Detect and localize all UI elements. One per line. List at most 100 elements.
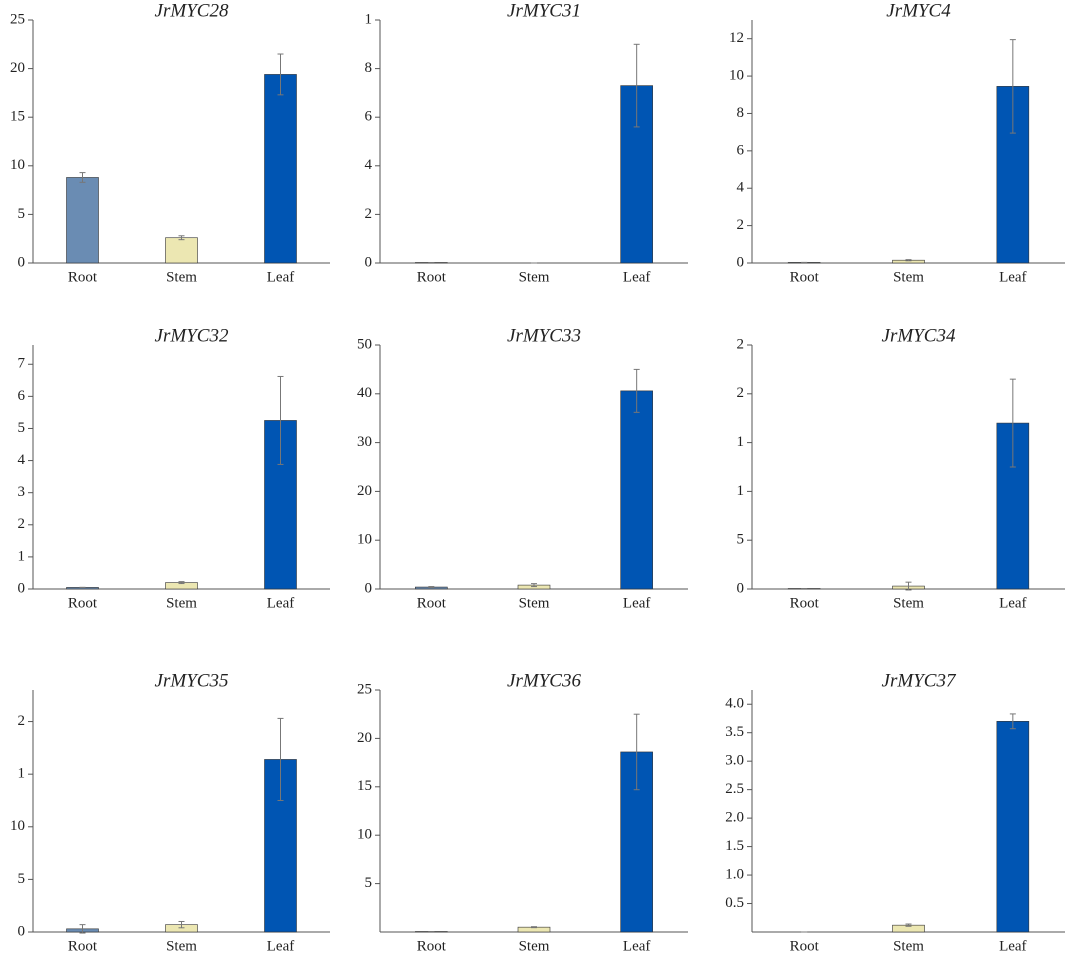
x-tick-label: Stem <box>519 938 550 953</box>
x-tick-label: Root <box>790 269 820 285</box>
x-tick-label: Root <box>68 595 98 611</box>
x-tick-label: Root <box>417 269 447 285</box>
y-tick-label: 3.5 <box>725 724 744 740</box>
x-tick-label: Leaf <box>267 938 294 953</box>
chart-title: JrMYC34 <box>882 325 956 346</box>
y-tick-label: 5 <box>18 206 26 222</box>
y-tick-label: 0 <box>365 254 373 270</box>
x-tick-label: Stem <box>893 269 924 285</box>
y-tick-label: 4 <box>737 180 745 196</box>
y-tick-label: 5 <box>18 420 26 436</box>
x-tick-label: Leaf <box>999 595 1026 611</box>
y-tick-label: 25 <box>10 11 25 27</box>
y-tick-label: 2 <box>18 516 26 532</box>
x-tick-label: Leaf <box>999 938 1026 953</box>
y-tick-label: 10 <box>729 68 744 84</box>
chart-title: JrMYC36 <box>507 670 581 691</box>
y-tick-label: 2.5 <box>725 781 744 797</box>
y-tick-label: 6 <box>18 388 26 404</box>
chart-title: JrMYC37 <box>882 670 957 691</box>
x-tick-label: Root <box>417 595 447 611</box>
bar <box>66 177 99 264</box>
y-tick-label: 20 <box>10 60 25 76</box>
y-tick-label: 50 <box>357 336 372 352</box>
y-tick-label: 1 <box>18 766 26 782</box>
x-tick-label: Root <box>417 938 447 953</box>
y-tick-label: 3 <box>18 484 26 500</box>
x-tick-label: Root <box>68 938 98 953</box>
y-tick-label: 8 <box>365 60 373 76</box>
y-tick-label: 6 <box>737 142 745 158</box>
x-tick-label: Leaf <box>267 269 294 285</box>
y-tick-label: 20 <box>357 483 372 499</box>
x-tick-label: Stem <box>519 595 550 611</box>
x-tick-label: Root <box>790 595 820 611</box>
y-tick-label: 2 <box>737 336 745 352</box>
y-tick-label: 10 <box>357 532 372 548</box>
y-tick-label: 10 <box>10 818 25 834</box>
y-tick-label: 1.5 <box>725 838 744 854</box>
y-tick-label: 1.0 <box>725 866 744 882</box>
x-tick-label: Leaf <box>623 269 650 285</box>
y-tick-label: 15 <box>357 778 372 794</box>
chart-title: JrMYC28 <box>155 0 229 21</box>
y-tick-label: 0 <box>737 580 745 596</box>
bar <box>264 74 297 264</box>
bar <box>620 390 653 590</box>
chart-title: JrMYC33 <box>507 325 581 346</box>
y-tick-label: 5 <box>365 875 373 891</box>
x-tick-label: Root <box>68 269 98 285</box>
y-tick-label: 7 <box>18 356 26 372</box>
chart-title: JrMYC35 <box>155 670 229 691</box>
y-tick-label: 0 <box>18 923 26 939</box>
y-tick-label: 1 <box>737 483 745 499</box>
y-tick-label: 1 <box>737 434 745 450</box>
bar <box>996 721 1030 933</box>
y-tick-label: 4 <box>18 452 26 468</box>
y-tick-label: 10 <box>10 157 25 173</box>
y-tick-label: 2 <box>737 217 745 233</box>
x-tick-label: Leaf <box>999 269 1026 285</box>
y-tick-label: 25 <box>357 681 372 697</box>
x-tick-label: Leaf <box>623 938 650 953</box>
y-tick-label: 20 <box>357 730 372 746</box>
x-tick-label: Root <box>790 938 820 953</box>
y-tick-label: 30 <box>357 434 372 450</box>
y-tick-label: 15 <box>10 109 25 125</box>
y-tick-label: 2 <box>18 713 26 729</box>
bar <box>165 237 198 264</box>
y-tick-label: 10 <box>357 827 372 843</box>
y-tick-label: 12 <box>729 30 744 46</box>
y-tick-label: 2.0 <box>725 810 744 826</box>
x-tick-label: Stem <box>893 595 924 611</box>
x-tick-label: Stem <box>166 595 197 611</box>
x-tick-label: Leaf <box>623 595 650 611</box>
y-tick-label: 5 <box>737 532 745 548</box>
y-tick-label: 0.5 <box>725 895 744 911</box>
y-tick-label: 0 <box>18 580 26 596</box>
y-tick-label: 6 <box>365 109 373 125</box>
y-tick-label: 5 <box>18 871 26 887</box>
y-tick-label: 40 <box>357 385 372 401</box>
x-tick-label: Stem <box>519 269 550 285</box>
x-tick-label: Stem <box>166 269 197 285</box>
y-tick-label: 0 <box>737 254 745 270</box>
chart-title: JrMYC32 <box>155 325 229 346</box>
y-tick-label: 2 <box>365 206 373 222</box>
y-tick-label: 2 <box>737 385 745 401</box>
y-tick-label: 1 <box>18 548 26 564</box>
chart-title: JrMYC4 <box>886 0 951 21</box>
y-tick-label: 0 <box>18 254 26 270</box>
x-tick-label: Stem <box>166 938 197 953</box>
y-tick-label: 4 <box>365 157 373 173</box>
bar <box>996 422 1030 590</box>
x-tick-label: Stem <box>893 938 924 953</box>
y-tick-label: 1 <box>365 11 373 27</box>
y-tick-label: 3.0 <box>725 753 744 769</box>
x-tick-label: Leaf <box>267 595 294 611</box>
y-tick-label: 0 <box>365 580 373 596</box>
y-tick-label: 8 <box>737 105 745 121</box>
y-tick-label: 4.0 <box>725 696 744 712</box>
chart-title: JrMYC31 <box>507 0 581 21</box>
